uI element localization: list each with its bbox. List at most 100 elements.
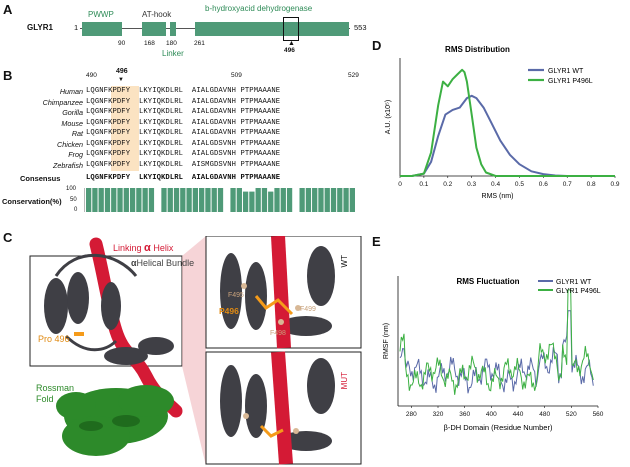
conservation-bar [142, 188, 148, 212]
x-tick-label: 520 [566, 411, 577, 418]
domain-linker [170, 22, 176, 36]
align-pos-509: 509 [231, 72, 242, 79]
conservation-bar [268, 191, 274, 212]
cons-tick-50: 50 [70, 197, 77, 203]
x-tick-label: 480 [539, 411, 550, 418]
species-sequence: LQGNFKPDFY LKYIQKDLRL AIALGDAVNH PTPMAAA… [86, 97, 281, 106]
species-name: Mouse [61, 118, 83, 128]
conservation-bar [312, 188, 318, 212]
conservation-bar [186, 188, 192, 212]
series-line [400, 94, 615, 177]
series-line [399, 310, 594, 394]
x-axis-label: β-DH Domain (Residue Number) [444, 423, 553, 432]
species-sequence: LQGNFKPDFY LKYIQKDLRL AIALGDAVNH PTPMAAA… [86, 87, 281, 95]
conservation-bar [180, 188, 186, 212]
linking-helix-label: Linking α Helix [113, 242, 174, 254]
panel-label-b: B [3, 68, 13, 83]
species-name: Chicken [57, 139, 83, 149]
x-tick-label: 0.1 [419, 181, 428, 188]
f499-label: F499 [300, 306, 316, 313]
x-tick-label: 0.2 [443, 181, 452, 188]
consensus-sequence: LQGNFKPDFY LKYIQKDLRL AIALGDAVNH PTPMAAA… [86, 174, 281, 182]
helical-bundle-shape [44, 272, 174, 365]
conservation-bar [318, 188, 324, 212]
label-dehydrogenase: b-hydroxyacid dehydrogenase [205, 4, 313, 13]
x-tick-label: 0.6 [539, 181, 548, 188]
rms-distribution-chart: 0 0.1 0.2 0.3 0.4 0.5 0.6 0.7 0.8 0.9 RMS Distribu… [385, 45, 620, 200]
x-tick-label: 440 [513, 411, 524, 418]
mut-label: MUT [340, 372, 349, 390]
panel-label-d: D [372, 38, 382, 53]
y-axis-label: RMSF (nm) [383, 323, 390, 359]
legend-label: GLYR1 P496L [548, 78, 593, 85]
consensus-label: Consensus [20, 174, 61, 183]
x-tick-label: 400 [486, 411, 497, 418]
species-name: Frog [68, 150, 83, 159]
conservation-bar [192, 188, 199, 212]
conservation-bar [274, 188, 280, 212]
legend-label: GLYR1 WT [548, 68, 584, 75]
domain-pwwp [82, 22, 122, 36]
species-sequence: LQGNFKPDFY LKYIQKDLRL AIALGDSVNH PTPMAAA… [86, 150, 281, 158]
chart-title: RMS Fluctuation [456, 277, 519, 286]
wt-label: WT [340, 255, 349, 268]
legend-label: GLYR1 P496L [556, 288, 601, 295]
conservation-bar [111, 188, 117, 212]
pos-168: 168 [144, 40, 155, 47]
p496-label: P496 [219, 306, 239, 316]
species-sequence: LQGNFKPDFY LKYIQKDLRL AISMGDSVNH PTPMAAA… [86, 160, 281, 169]
conservation-bar [205, 188, 211, 212]
pos-90: 90 [118, 40, 126, 47]
structure-figure [29, 236, 362, 466]
x-tick-label: 0.5 [515, 181, 524, 188]
x-axis-label: RMS (nm) [482, 193, 514, 200]
conservation-bar [104, 188, 111, 212]
conservation-bar [255, 188, 261, 212]
end-residue: 553 [354, 23, 367, 32]
conservation-bar [305, 188, 312, 212]
conservation-bar [324, 188, 330, 212]
conservation-bar [92, 188, 98, 212]
domain-dehydrogenase [195, 22, 349, 36]
conservation-bar [98, 188, 104, 212]
conservation-bar [236, 188, 242, 212]
panel-label-e: E [372, 234, 381, 249]
species-sequence: LQGNFKPDFY LKYIQKDLRL AIALGDAVNH PTPMAAA… [86, 108, 281, 116]
x-tick-label: 560 [593, 411, 604, 418]
species-name: Human [59, 87, 83, 96]
f495-label: F495 [228, 292, 244, 299]
chart-title: RMS Distribution [445, 45, 510, 54]
conservation-bar [230, 188, 236, 212]
x-tick-label: 320 [433, 411, 444, 418]
panel-label-c: C [3, 230, 13, 245]
species-name: Gorilla [62, 108, 83, 117]
series-line [400, 68, 615, 177]
f498-label: F498 [270, 330, 286, 337]
cons-tick-0: 0 [74, 207, 78, 213]
conservation-bar [211, 188, 217, 212]
conservation-bar [349, 188, 355, 212]
rossman-label: Rossman Fold [36, 383, 75, 404]
conservation-bar [242, 191, 249, 212]
conservation-bar [330, 188, 337, 212]
triangle-down-icon: ▼ [118, 77, 124, 83]
x-tick-label: 280 [406, 411, 417, 418]
conservation-bar [261, 188, 268, 212]
rms-fluctuation-chart: 280 320 360 400 440 480 520 560 RMS Fluctuation β… [383, 276, 604, 432]
conservation-bar [299, 188, 305, 212]
conservation-bar [286, 188, 293, 212]
protein-name: GLYR1 [27, 23, 53, 32]
conservation-label: Conservation(%) [2, 197, 62, 206]
panel-label-a: A [3, 2, 13, 17]
pos-261: 261 [194, 40, 205, 47]
helical-bundle-label: αHelical Bundle [131, 258, 195, 268]
highlight-column [111, 86, 139, 171]
start-residue: 1 [74, 23, 79, 32]
align-pos-490: 490 [86, 72, 97, 79]
species-name: Rat [71, 129, 83, 138]
x-tick-label: 0.8 [587, 181, 596, 188]
pos-496: 496 [284, 47, 295, 54]
conservation-bar [129, 188, 136, 212]
conservation-bar [161, 188, 167, 212]
x-tick-label: 0.7 [563, 181, 572, 188]
